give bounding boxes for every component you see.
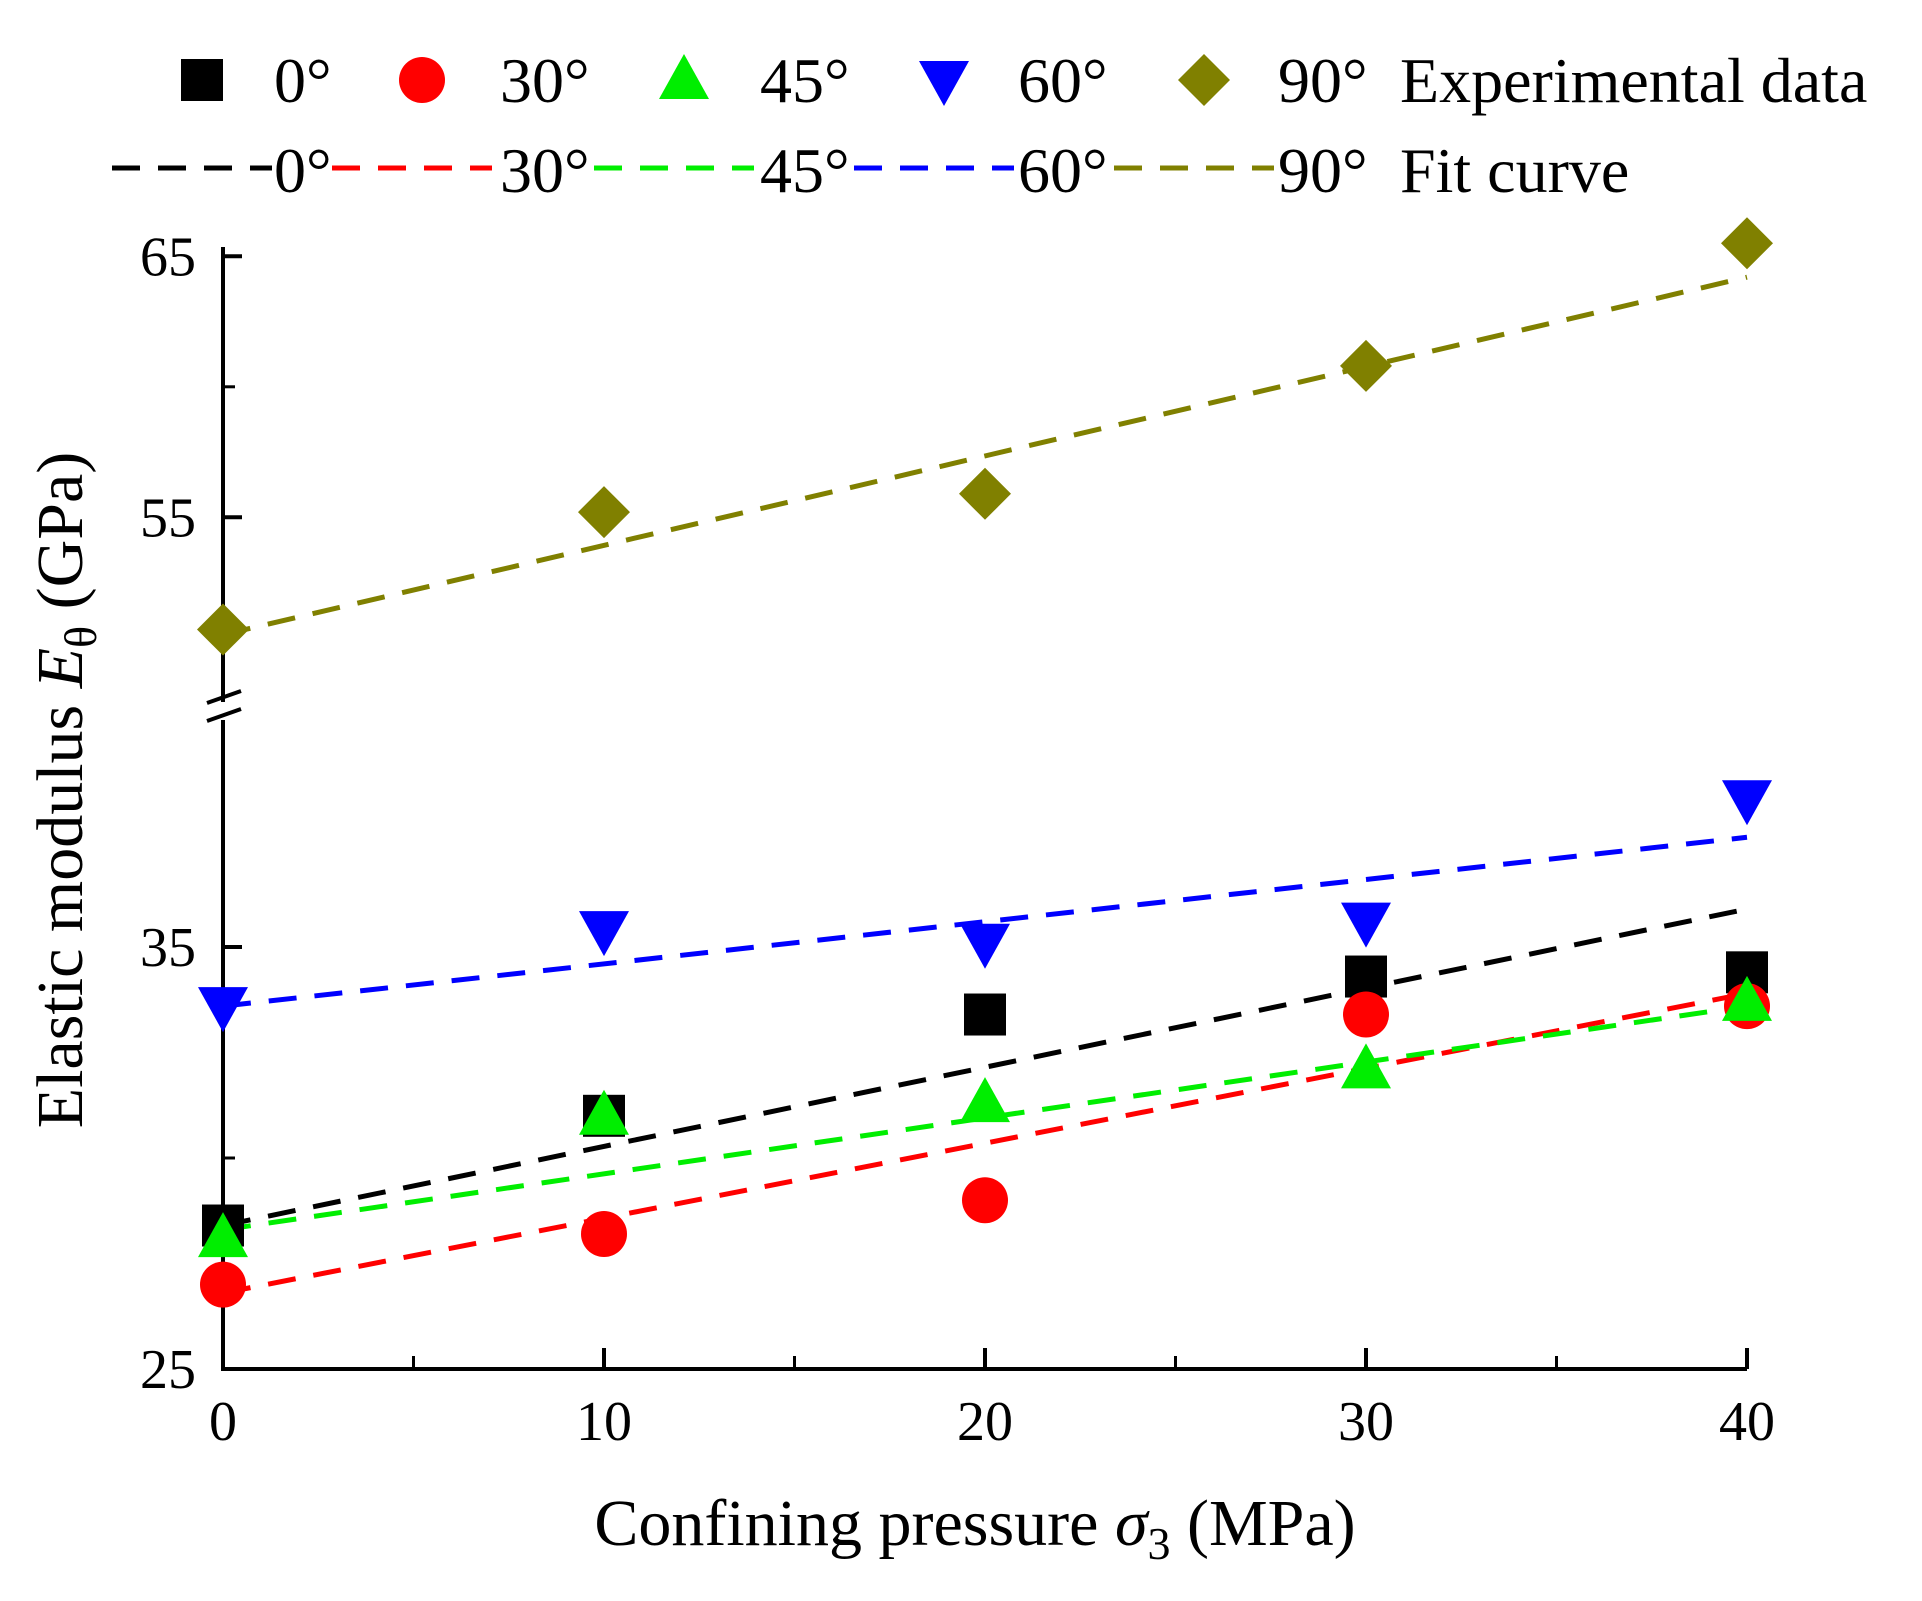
x-tick-label-10: 10 bbox=[576, 1391, 632, 1453]
y-ticks: 25 35 55 65 bbox=[140, 226, 242, 1401]
data-point-s2-2 bbox=[960, 1077, 1010, 1123]
x-tick-label-30: 30 bbox=[1338, 1391, 1394, 1453]
legend-label-90-fit: 90° bbox=[1278, 135, 1368, 206]
legend-label-30-exp: 30° bbox=[500, 45, 590, 116]
legend-label-45-exp: 45° bbox=[760, 45, 850, 116]
x-tick-label-40: 40 bbox=[1719, 1391, 1775, 1453]
y-tick-label-65: 65 bbox=[140, 226, 196, 288]
legend-marker-0 bbox=[181, 59, 223, 101]
legend-marker-3 bbox=[919, 61, 969, 106]
x-ticks: 0 10 20 30 40 bbox=[209, 1348, 1775, 1453]
data-point-s0-2 bbox=[964, 993, 1006, 1036]
legend-label-0-exp: 0° bbox=[274, 45, 332, 116]
data-point-s3-2 bbox=[960, 923, 1010, 969]
data-point-s4-4 bbox=[1721, 217, 1773, 270]
data-point-s4-0 bbox=[197, 603, 249, 656]
legend-row-experimental: 0° 30° 45° 60° 90° Experimental data bbox=[181, 45, 1867, 116]
y-tick-label-35: 35 bbox=[140, 917, 196, 979]
y-tick-label-25: 25 bbox=[140, 1339, 196, 1401]
data-point-s4-3 bbox=[1340, 339, 1392, 392]
data-point-s3-3 bbox=[1341, 902, 1391, 948]
y-axis-title: Elastic modulus Eθ (GPa) bbox=[24, 452, 106, 1128]
legend-marker-1 bbox=[399, 57, 445, 103]
legend-experimental-data-label: Experimental data bbox=[1400, 45, 1867, 116]
legend-label-45-fit: 45° bbox=[760, 135, 850, 206]
legend: 0° 30° 45° 60° 90° Experimental data 0° … bbox=[112, 45, 1867, 206]
data-point-s1-0 bbox=[200, 1261, 246, 1308]
x-tick-label-0: 0 bbox=[209, 1391, 237, 1453]
data-point-s0-3 bbox=[1345, 955, 1387, 998]
fit-line-4 bbox=[222, 274, 1748, 638]
legend-marker-4 bbox=[1178, 54, 1230, 106]
fit-line-3 bbox=[222, 834, 1748, 1009]
fit-curves bbox=[222, 274, 1748, 1296]
legend-fit-curve-label: Fit curve bbox=[1400, 135, 1629, 206]
legend-label-30-fit: 30° bbox=[500, 135, 590, 206]
fit-line-1 bbox=[222, 990, 1748, 1296]
legend-marker-2 bbox=[659, 54, 709, 99]
legend-label-60-fit: 60° bbox=[1018, 135, 1108, 206]
fit-line-0 bbox=[222, 906, 1748, 1228]
data-point-s2-0 bbox=[198, 1212, 248, 1258]
legend-label-90-exp: 90° bbox=[1278, 45, 1368, 116]
data-points bbox=[197, 217, 1773, 1308]
fit-line-2 bbox=[222, 1003, 1748, 1233]
data-point-s3-1 bbox=[579, 911, 629, 957]
x-axis-title: Confining pressure σ3 (MPa) bbox=[594, 1487, 1355, 1569]
legend-label-0-fit: 0° bbox=[274, 135, 332, 206]
x-tick-label-20: 20 bbox=[957, 1391, 1013, 1453]
y-tick-label-55: 55 bbox=[140, 487, 196, 549]
data-point-s3-4 bbox=[1722, 780, 1772, 826]
legend-label-60-exp: 60° bbox=[1018, 45, 1108, 116]
data-point-s1-1 bbox=[581, 1210, 627, 1257]
data-point-s2-4 bbox=[1722, 975, 1772, 1021]
data-point-s4-1 bbox=[578, 486, 630, 539]
y-axis-break-mark-upper bbox=[206, 689, 242, 705]
legend-row-fit: 0° 30° 45° 60° 90° Fit curve bbox=[112, 135, 1629, 206]
data-point-s2-1 bbox=[579, 1089, 629, 1135]
data-point-s2-3 bbox=[1341, 1043, 1391, 1089]
data-point-s3-0 bbox=[198, 987, 248, 1033]
y-axis-break-mark-lower bbox=[206, 707, 242, 723]
data-point-s4-2 bbox=[959, 467, 1011, 520]
data-point-s1-3 bbox=[1343, 991, 1389, 1038]
data-point-s1-2 bbox=[962, 1177, 1008, 1224]
